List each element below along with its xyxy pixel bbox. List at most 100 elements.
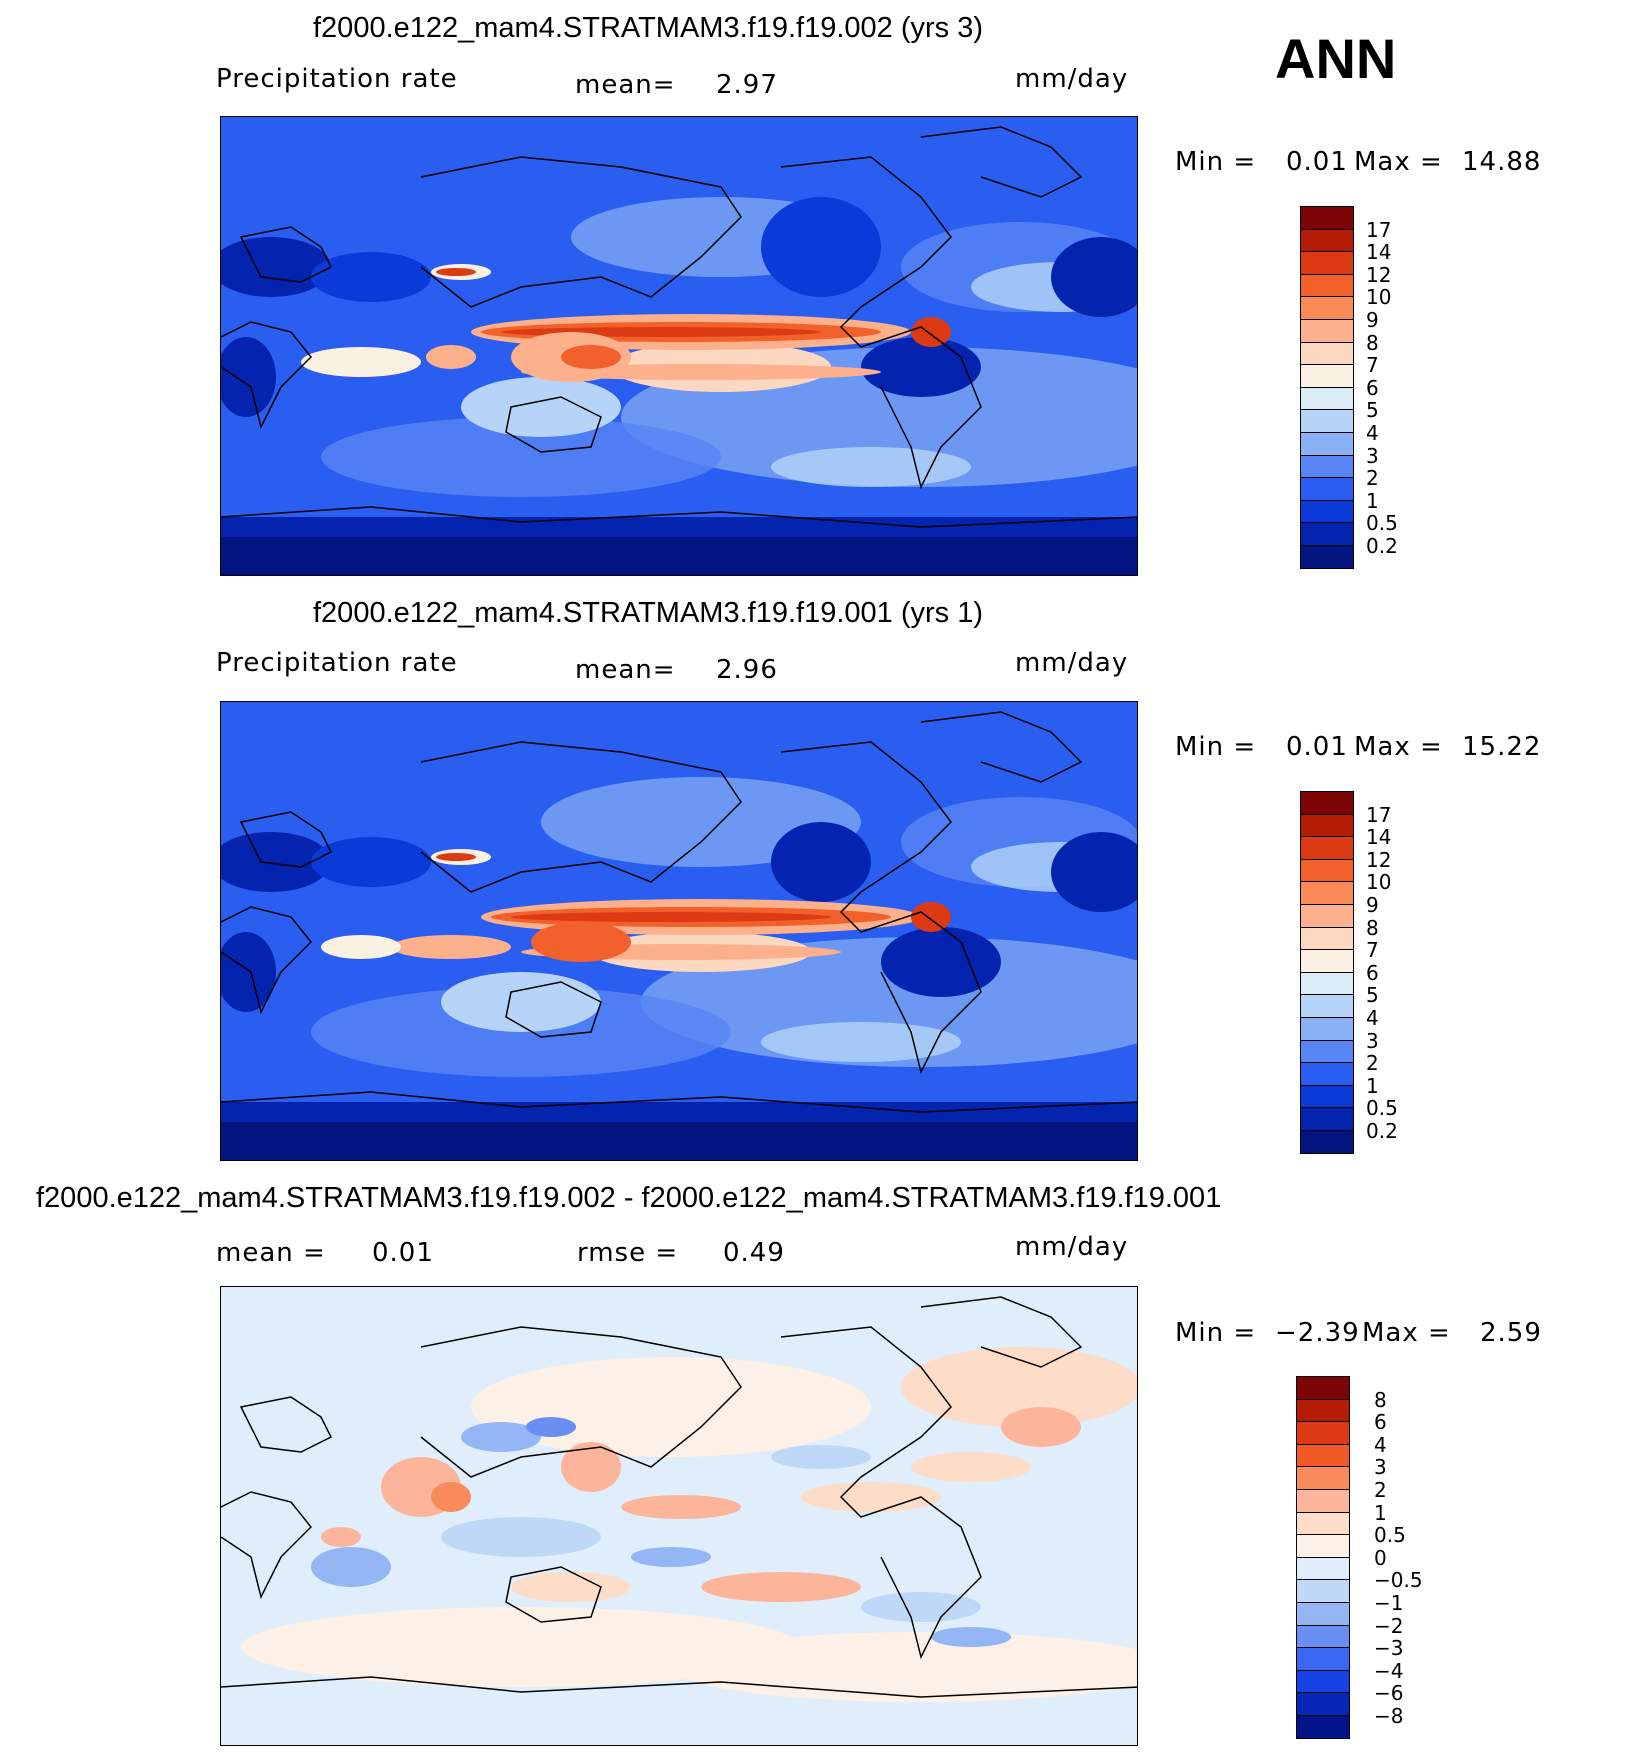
colorbar-box xyxy=(1296,1624,1350,1649)
colorbar-box xyxy=(1300,1130,1354,1154)
colorbar-box xyxy=(1300,545,1354,569)
colorbar-tick-label: −4 xyxy=(1374,1658,1404,1683)
colorbar-tick-label: 2 xyxy=(1366,466,1379,491)
colorbar-box xyxy=(1296,1376,1350,1400)
colorbar-tick-label: 17 xyxy=(1366,802,1392,827)
colorbar-box xyxy=(1300,1017,1354,1041)
colorbar-box xyxy=(1300,409,1354,433)
colorbar-box xyxy=(1300,386,1354,411)
colorbar-box xyxy=(1300,364,1354,388)
colorbar-tick-label: 0.2 xyxy=(1366,534,1398,558)
colorbar-box xyxy=(1300,949,1354,973)
colorbar-box xyxy=(1300,477,1354,501)
colorbar-box xyxy=(1300,1084,1354,1109)
panel-1-max-value: 14.88 xyxy=(1462,147,1542,177)
colorbar-box xyxy=(1296,1602,1350,1626)
colorbar-box xyxy=(1296,1579,1350,1603)
panel-3-mean-value: 0.01 xyxy=(372,1238,434,1268)
colorbar-tick-label: 2 xyxy=(1366,1051,1379,1076)
panel-3-units: mm/day xyxy=(1015,1232,1129,1262)
colorbar-tick-label: 4 xyxy=(1366,421,1379,445)
colorbar-box xyxy=(1300,926,1354,951)
colorbar-tick-label: 1 xyxy=(1366,1073,1379,1098)
colorbar-tick-label: 10 xyxy=(1366,285,1392,310)
panel-2-variable: Precipitation rate xyxy=(216,648,458,678)
colorbar-tick-label: 0.5 xyxy=(1374,1523,1406,1548)
panel-2-max-label: Max = xyxy=(1354,732,1443,762)
panel-2-max-value: 15.22 xyxy=(1462,732,1542,762)
colorbar-tick-label: 8 xyxy=(1366,330,1379,355)
panel-2-map xyxy=(220,701,1138,1161)
panel-2-mean-label: mean= xyxy=(575,655,676,685)
colorbar-tick-label: 0 xyxy=(1374,1545,1387,1570)
colorbar-box xyxy=(1300,791,1354,815)
colorbar-tick-label: 0.2 xyxy=(1366,1119,1398,1143)
colorbar-box xyxy=(1300,319,1354,343)
colorbar-box xyxy=(1300,858,1354,883)
colorbar-box xyxy=(1300,206,1354,230)
colorbar-tick-label: 5 xyxy=(1366,983,1379,1008)
colorbar-box xyxy=(1296,1692,1350,1716)
colorbar-box xyxy=(1300,836,1354,860)
colorbar-tick-label: 10 xyxy=(1366,870,1392,895)
colorbar-box xyxy=(1296,1398,1350,1423)
colorbar-box xyxy=(1300,971,1354,996)
colorbar-tick-label: 5 xyxy=(1366,398,1379,423)
colorbar-box xyxy=(1300,251,1354,275)
panel-1-map xyxy=(220,116,1138,576)
panel-3-rmse-label: rmse = xyxy=(577,1238,679,1268)
colorbar-box xyxy=(1300,904,1354,928)
panel-1-title: f2000.e122_mam4.STRATMAM3.f19.f19.002 (y… xyxy=(313,12,983,44)
colorbar-tick-label: 0.5 xyxy=(1366,511,1398,536)
colorbar-tick-label: −0.5 xyxy=(1374,1568,1423,1593)
panel-3-mean-label: mean = xyxy=(216,1238,326,1268)
colorbar-box xyxy=(1300,813,1354,838)
colorbar-tick-label: 12 xyxy=(1366,262,1392,287)
colorbar-tick-label: 7 xyxy=(1366,353,1379,378)
panel-2-mean-value: 2.96 xyxy=(716,655,778,685)
colorbar-box xyxy=(1296,1489,1350,1513)
panel-1-min-value: 0.01 xyxy=(1286,147,1348,177)
colorbar-tick-label: 4 xyxy=(1366,1006,1379,1030)
colorbar-tick-label: 1 xyxy=(1366,488,1379,513)
colorbar-tick-label: 9 xyxy=(1366,893,1379,917)
colorbar-tick-label: 3 xyxy=(1374,1455,1387,1480)
panel-3-max-value: 2.59 xyxy=(1480,1318,1542,1348)
panel-1-map-svg xyxy=(221,117,1137,575)
colorbar-box xyxy=(1300,228,1354,253)
colorbar-box xyxy=(1300,522,1354,546)
panel-3-map-svg xyxy=(221,1287,1137,1745)
colorbar-box xyxy=(1296,1647,1350,1671)
panel-3-max-label: Max = xyxy=(1362,1318,1451,1348)
panel-1-units: mm/day xyxy=(1015,64,1129,94)
panel-1-mean-value: 2.97 xyxy=(716,70,778,100)
colorbar-tick-label: 6 xyxy=(1366,960,1379,985)
panel-1-max-label: Max = xyxy=(1354,147,1443,177)
colorbar-box xyxy=(1296,1466,1350,1490)
panel-3-rmse-value: 0.49 xyxy=(723,1238,785,1268)
colorbar-tick-label: 3 xyxy=(1366,443,1379,468)
panel-2-map-svg xyxy=(221,702,1137,1160)
colorbar-tick-label: 8 xyxy=(1374,1387,1387,1412)
panel-2-colorbar: 17 14 12 10 9 8 7 6 5 4 3 2 1 0.5 0.2 xyxy=(1300,791,1398,1154)
colorbar-box xyxy=(1300,454,1354,479)
panel-1-variable: Precipitation rate xyxy=(216,64,458,94)
colorbar-tick-label: 7 xyxy=(1366,938,1379,963)
panel-3-min-value: −2.39 xyxy=(1275,1318,1360,1348)
colorbar-tick-label: −3 xyxy=(1374,1636,1404,1661)
colorbar-tick-label: 0.5 xyxy=(1366,1096,1398,1121)
colorbar-box xyxy=(1300,1107,1354,1131)
colorbar-box xyxy=(1300,1039,1354,1064)
panel-2-min-value: 0.01 xyxy=(1286,732,1348,762)
panel-3-map xyxy=(220,1286,1138,1746)
colorbar-tick-label: 6 xyxy=(1374,1410,1387,1435)
colorbar-box xyxy=(1296,1715,1350,1739)
panel-1-colorbar: 17 14 12 10 9 8 7 6 5 4 3 2 1 0.5 0.2 xyxy=(1300,206,1398,569)
colorbar-box xyxy=(1296,1556,1350,1581)
panel-3-title: f2000.e122_mam4.STRATMAM3.f19.f19.002 - … xyxy=(36,1182,1222,1214)
panel-2-units: mm/day xyxy=(1015,648,1129,678)
colorbar-tick-label: 12 xyxy=(1366,847,1392,872)
colorbar-box xyxy=(1296,1511,1350,1536)
colorbar-box xyxy=(1300,432,1354,456)
colorbar-box xyxy=(1296,1669,1350,1694)
